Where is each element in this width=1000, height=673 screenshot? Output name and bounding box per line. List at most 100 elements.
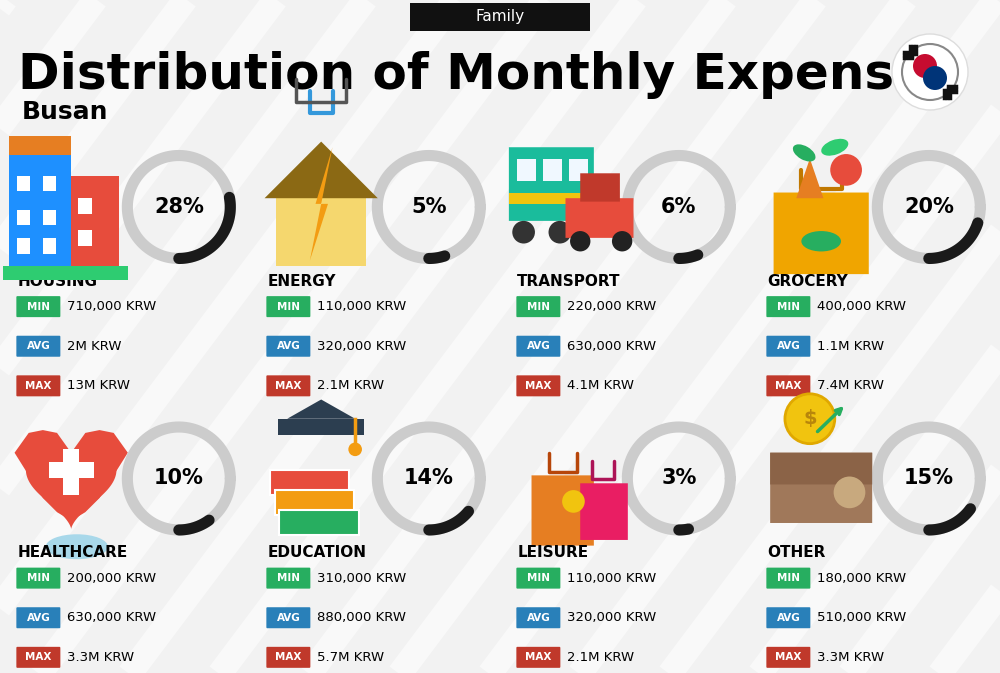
Text: TRANSPORT: TRANSPORT (517, 274, 621, 289)
FancyBboxPatch shape (43, 238, 56, 254)
FancyBboxPatch shape (278, 419, 364, 435)
Text: LEISURE: LEISURE (517, 545, 588, 560)
Text: 2.1M KRW: 2.1M KRW (567, 651, 634, 664)
Text: 10%: 10% (154, 468, 204, 489)
FancyBboxPatch shape (49, 462, 94, 478)
FancyBboxPatch shape (78, 199, 92, 214)
FancyBboxPatch shape (9, 153, 71, 266)
Circle shape (570, 231, 590, 252)
FancyBboxPatch shape (766, 647, 810, 668)
Text: MAX: MAX (275, 381, 302, 391)
FancyBboxPatch shape (516, 647, 560, 668)
Text: 28%: 28% (154, 197, 204, 217)
Text: 710,000 KRW: 710,000 KRW (67, 300, 157, 313)
Text: MAX: MAX (525, 381, 552, 391)
FancyBboxPatch shape (17, 176, 30, 191)
Text: 310,000 KRW: 310,000 KRW (317, 571, 407, 585)
Text: MIN: MIN (527, 302, 550, 312)
FancyBboxPatch shape (270, 470, 349, 495)
Text: MIN: MIN (277, 302, 300, 312)
Text: 15%: 15% (904, 468, 954, 489)
Text: AVG: AVG (26, 341, 50, 351)
FancyBboxPatch shape (509, 192, 594, 204)
Text: MAX: MAX (275, 652, 302, 662)
FancyBboxPatch shape (266, 336, 310, 357)
FancyBboxPatch shape (580, 483, 628, 540)
FancyBboxPatch shape (516, 296, 560, 317)
Text: Busan: Busan (22, 100, 108, 124)
Text: 400,000 KRW: 400,000 KRW (817, 300, 906, 313)
FancyBboxPatch shape (266, 607, 310, 628)
Polygon shape (310, 147, 333, 260)
Text: MAX: MAX (25, 652, 52, 662)
Text: AVG: AVG (276, 341, 300, 351)
Text: 110,000 KRW: 110,000 KRW (317, 300, 407, 313)
Text: 880,000 KRW: 880,000 KRW (317, 611, 406, 625)
Text: Family: Family (475, 9, 525, 24)
Ellipse shape (46, 534, 108, 559)
Text: MIN: MIN (777, 573, 800, 583)
Text: AVG: AVG (26, 612, 50, 623)
Text: 200,000 KRW: 200,000 KRW (67, 571, 156, 585)
Text: HOUSING: HOUSING (17, 274, 97, 289)
Text: Distribution of Monthly Expenses: Distribution of Monthly Expenses (18, 51, 958, 99)
FancyBboxPatch shape (266, 567, 310, 589)
FancyBboxPatch shape (17, 238, 30, 254)
Text: 14%: 14% (404, 468, 454, 489)
Text: 3.3M KRW: 3.3M KRW (817, 651, 884, 664)
FancyBboxPatch shape (516, 376, 560, 396)
FancyBboxPatch shape (565, 198, 633, 238)
Text: AVG: AVG (776, 341, 800, 351)
Circle shape (892, 34, 968, 110)
Text: EDUCATION: EDUCATION (267, 545, 366, 560)
FancyBboxPatch shape (16, 336, 60, 357)
Text: 6%: 6% (661, 197, 697, 217)
FancyBboxPatch shape (276, 199, 366, 266)
Circle shape (348, 443, 362, 456)
FancyBboxPatch shape (580, 173, 620, 202)
FancyBboxPatch shape (509, 147, 594, 221)
Text: 220,000 KRW: 220,000 KRW (567, 300, 657, 313)
Text: ENERGY: ENERGY (267, 274, 336, 289)
FancyBboxPatch shape (279, 511, 359, 536)
Text: OTHER: OTHER (767, 545, 826, 560)
Polygon shape (796, 159, 823, 199)
Text: 4.1M KRW: 4.1M KRW (567, 380, 634, 392)
Text: 1.1M KRW: 1.1M KRW (817, 340, 884, 353)
FancyBboxPatch shape (532, 475, 594, 546)
FancyBboxPatch shape (770, 453, 872, 485)
Text: MIN: MIN (277, 573, 300, 583)
FancyBboxPatch shape (266, 647, 310, 668)
FancyBboxPatch shape (266, 296, 310, 317)
Polygon shape (287, 400, 355, 419)
Polygon shape (265, 141, 378, 199)
Text: MIN: MIN (27, 573, 50, 583)
Text: 110,000 KRW: 110,000 KRW (567, 571, 657, 585)
Text: 3%: 3% (661, 468, 697, 489)
FancyBboxPatch shape (71, 176, 119, 266)
Text: AVG: AVG (526, 612, 550, 623)
Text: 320,000 KRW: 320,000 KRW (317, 340, 407, 353)
Text: 2M KRW: 2M KRW (67, 340, 122, 353)
Text: 320,000 KRW: 320,000 KRW (567, 611, 657, 625)
FancyBboxPatch shape (43, 209, 56, 225)
Circle shape (612, 231, 632, 252)
Text: GROCERY: GROCERY (767, 274, 848, 289)
FancyBboxPatch shape (16, 607, 60, 628)
Text: MAX: MAX (25, 381, 52, 391)
FancyBboxPatch shape (16, 567, 60, 589)
Text: MAX: MAX (775, 381, 802, 391)
FancyBboxPatch shape (770, 453, 872, 523)
Ellipse shape (821, 139, 848, 155)
FancyBboxPatch shape (766, 567, 810, 589)
FancyBboxPatch shape (43, 176, 56, 191)
Text: MIN: MIN (527, 573, 550, 583)
FancyBboxPatch shape (3, 266, 128, 280)
FancyBboxPatch shape (266, 376, 310, 396)
FancyBboxPatch shape (17, 209, 30, 225)
Circle shape (512, 221, 535, 244)
Text: 20%: 20% (904, 197, 954, 217)
Text: MAX: MAX (525, 652, 552, 662)
Text: MIN: MIN (777, 302, 800, 312)
FancyBboxPatch shape (16, 376, 60, 396)
